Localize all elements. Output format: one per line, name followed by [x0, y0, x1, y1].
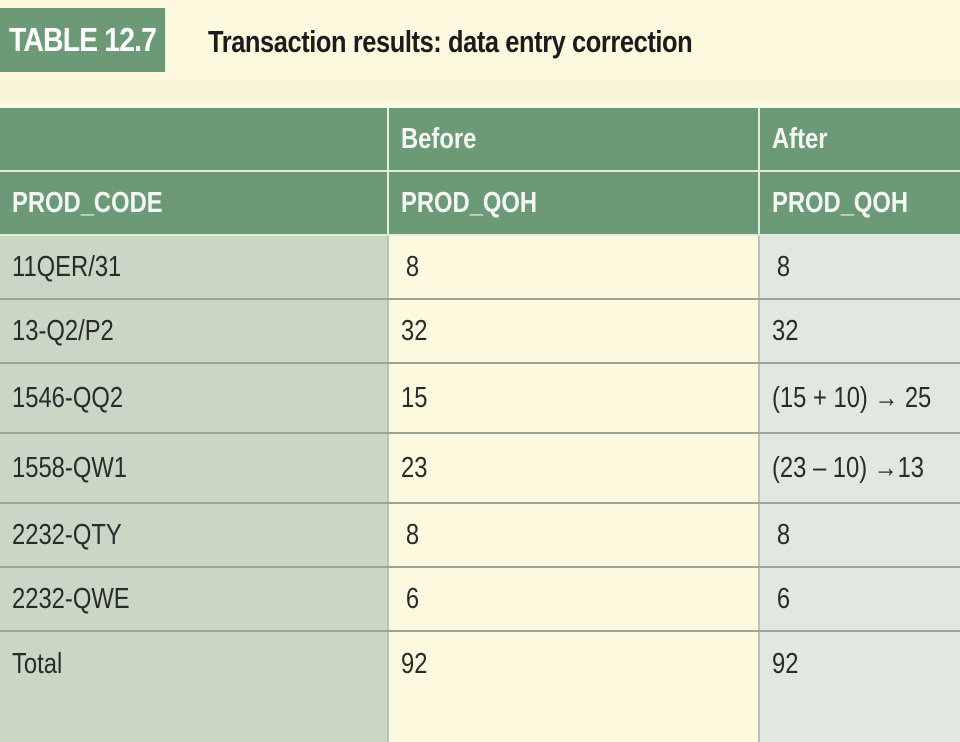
header-prod-qoh-after: PROD_QOH — [759, 171, 960, 236]
header-divider — [0, 80, 960, 102]
header-row-columns: PROD_CODE PROD_QOH PROD_QOH — [0, 171, 960, 236]
qoh-after-cell: 8 — [759, 235, 960, 300]
header-row-top: Before After — [0, 108, 960, 172]
total-label-cell: Total — [0, 631, 389, 742]
qoh-before-cell: 6 — [388, 567, 760, 632]
prod-code-cell: 1546-QQ2 — [0, 363, 389, 434]
prod-code-cell: 2232-QTY — [0, 503, 389, 568]
table-row: 1558-QW1 23 (23 – 10) →13 — [0, 433, 960, 504]
qoh-after-cell: (15 + 10) → 25 — [759, 363, 960, 434]
qoh-before-cell: 8 — [388, 235, 760, 300]
header-before: Before — [388, 108, 760, 172]
qoh-before-cell: 23 — [388, 433, 760, 504]
transaction-results-table: Before After PROD_CODE PROD_QOH PROD_QOH… — [0, 108, 960, 742]
qoh-before-cell: 15 — [388, 363, 760, 434]
header-prod-qoh-before: PROD_QOH — [388, 171, 760, 236]
table-number-badge: TABLE 12.7 — [0, 8, 166, 72]
header-after: After — [759, 108, 960, 172]
prod-code-cell: 13-Q2/P2 — [0, 299, 389, 364]
prod-code-cell: 1558-QW1 — [0, 433, 389, 504]
qoh-after-cell: (23 – 10) →13 — [759, 433, 960, 504]
header-prod-code: PROD_CODE — [0, 171, 389, 236]
table-row: 2232-QWE 6 6 — [0, 567, 960, 632]
table-row: 2232-QTY 8 8 — [0, 503, 960, 568]
qoh-after-cell: 8 — [759, 503, 960, 568]
header-empty-cell — [0, 108, 389, 172]
total-after-cell: 92 — [759, 631, 960, 742]
table-row: 13-Q2/P2 32 32 — [0, 299, 960, 364]
table-row: 11QER/31 8 8 — [0, 235, 960, 300]
qoh-after-cell: 32 — [759, 299, 960, 364]
qoh-before-cell: 32 — [388, 299, 760, 364]
total-row: Total 92 92 — [0, 631, 960, 742]
table-row: 1546-QQ2 15 (15 + 10) → 25 — [0, 363, 960, 434]
prod-code-cell: 2232-QWE — [0, 567, 389, 632]
prod-code-cell: 11QER/31 — [0, 235, 389, 300]
qoh-after-cell: 6 — [759, 567, 960, 632]
total-before-cell: 92 — [388, 631, 760, 742]
qoh-before-cell: 8 — [388, 503, 760, 568]
table-title: Transaction results: data entry correcti… — [208, 24, 693, 59]
table-header-band: TABLE 12.7 Transaction results: data ent… — [0, 0, 960, 108]
